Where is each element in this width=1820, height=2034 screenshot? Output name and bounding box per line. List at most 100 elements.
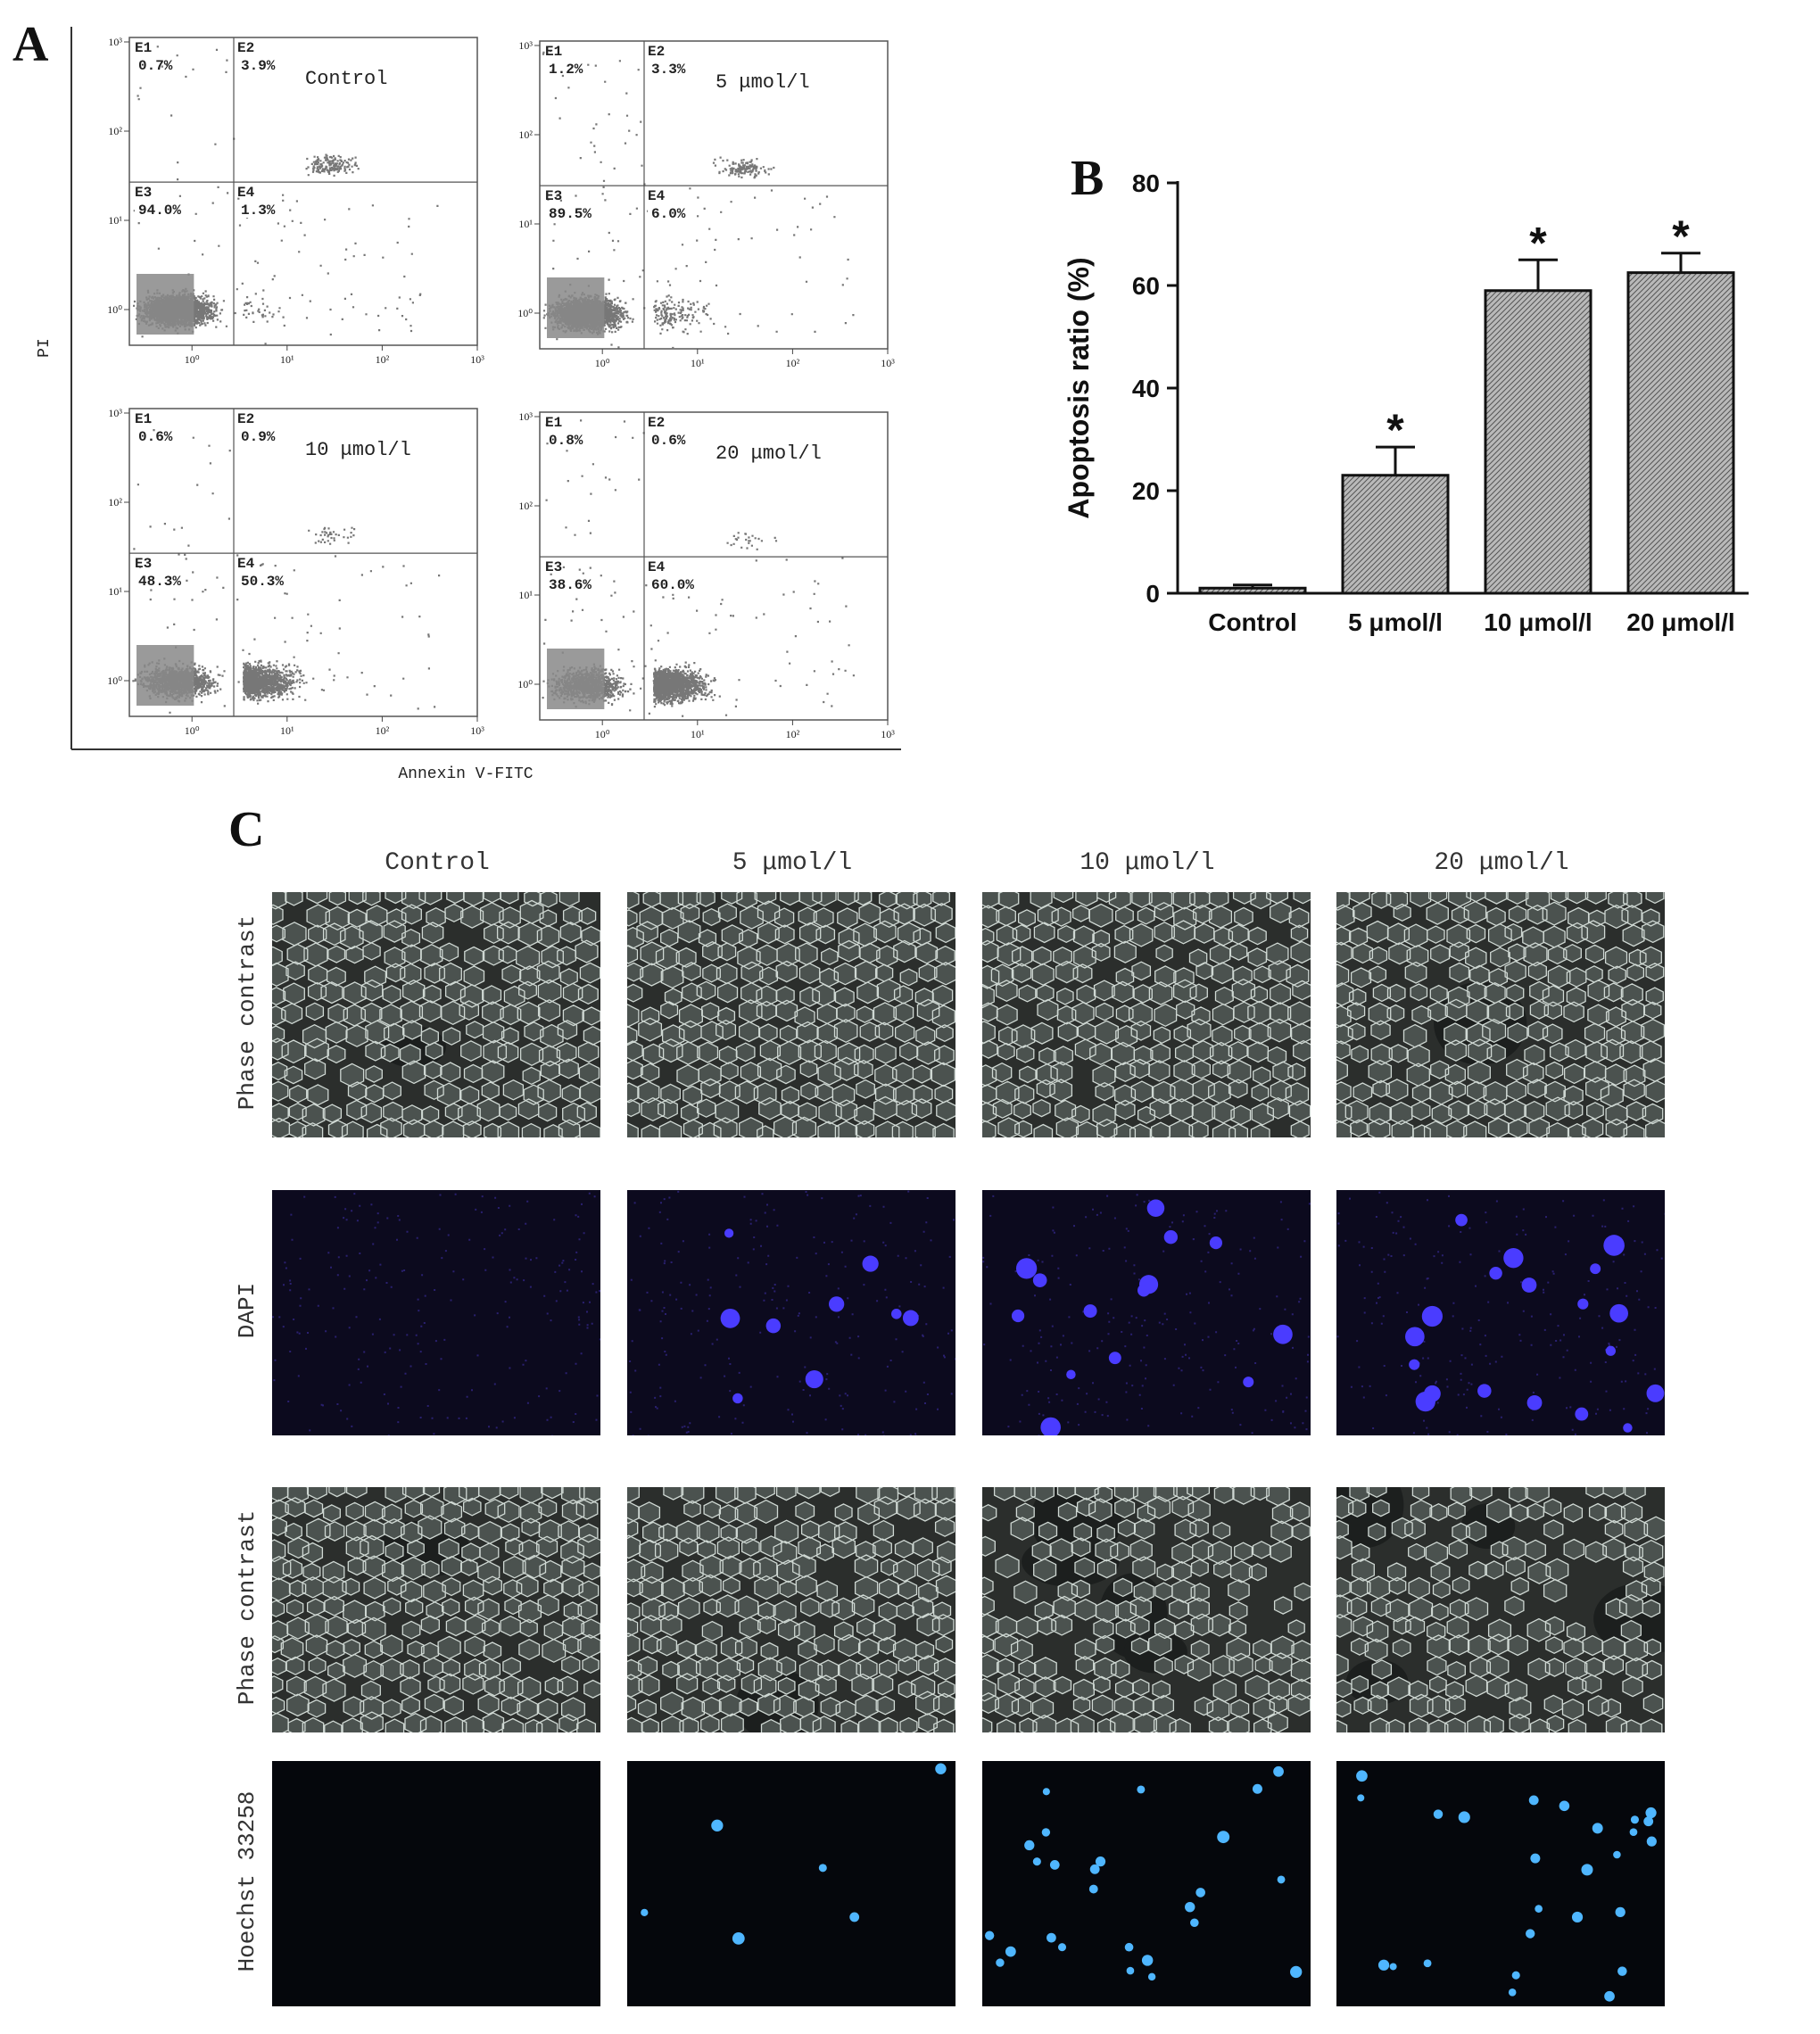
stained-nucleus — [862, 1255, 879, 1272]
quadrant-value-e3: 89.5% — [549, 206, 592, 222]
hoechst-image — [272, 1761, 600, 2006]
quadrant-name-e4: E4 — [237, 556, 255, 572]
micrograph — [982, 892, 1311, 1137]
y-tick-label: 10² — [518, 128, 533, 141]
phase-image — [272, 1487, 600, 1732]
stained-nucleus — [1623, 1423, 1633, 1433]
hoechst-image — [982, 1761, 1311, 2006]
micrograph — [1336, 1190, 1665, 1435]
quadrant-name-e3: E3 — [545, 559, 562, 575]
quadrant-name-e4: E4 — [648, 188, 666, 204]
stained-nucleus — [720, 1308, 740, 1328]
micrograph — [627, 1190, 956, 1435]
x-tick-label: 10¹ — [691, 728, 705, 740]
row-label: Phase contrast — [234, 1509, 261, 1706]
stained-nucleus — [1508, 1989, 1517, 1997]
stained-nucleus — [1609, 1303, 1628, 1323]
stained-nucleus — [1146, 1199, 1165, 1217]
y-tick-label: 10¹ — [518, 589, 533, 601]
quadrant-name-e2: E2 — [237, 411, 254, 427]
flow-plot-3: E1 0.6% E2 0.9% E3 48.3% E4 50.3% 10 μmol/l 10⁰ 10… — [107, 407, 484, 737]
micrograph — [1336, 892, 1665, 1137]
stained-nucleus — [1243, 1377, 1254, 1388]
stained-nucleus — [1477, 1384, 1492, 1398]
phase-image — [1336, 892, 1665, 1137]
quadrant-value-e4: 1.3% — [241, 203, 276, 219]
x-tick-label: 10³ — [881, 357, 895, 369]
y-tick-label: 10³ — [518, 410, 533, 423]
hoechst-image — [627, 1761, 956, 2006]
quadrant-name-e3: E3 — [545, 188, 562, 204]
stained-nucleus — [1356, 1770, 1368, 1782]
stained-nucleus — [1046, 1932, 1056, 1943]
y-tick-label: 10⁰ — [517, 307, 533, 319]
quadrant-name-e1: E1 — [545, 44, 562, 60]
quadrant-name-e2: E2 — [237, 40, 254, 56]
stained-nucleus — [1066, 1369, 1076, 1380]
stained-nucleus — [1592, 1823, 1603, 1834]
y-tick-label: 10⁰ — [107, 674, 122, 687]
stained-nucleus — [1147, 1972, 1156, 1981]
stained-nucleus — [805, 1369, 823, 1389]
x-tick-label: 10 μmol/l — [1484, 608, 1592, 636]
bar-2 — [1341, 474, 1450, 595]
stained-nucleus — [1503, 1247, 1524, 1269]
cells — [272, 1487, 600, 1732]
stained-nucleus — [765, 1318, 782, 1334]
stained-nucleus — [1604, 1990, 1615, 2002]
stained-nucleus — [1646, 1384, 1665, 1402]
stained-nucleus — [1011, 1309, 1025, 1323]
x-tick-label: 10⁰ — [185, 724, 200, 737]
dense-region — [547, 277, 605, 338]
micrograph — [982, 1190, 1311, 1435]
column-header: Control — [385, 849, 490, 877]
dapi-image — [627, 1190, 956, 1435]
phase-image — [982, 1487, 1311, 1732]
quadrant-value-e4: 6.0% — [651, 206, 686, 222]
x-tick-label: 10¹ — [280, 724, 294, 737]
y-tick-label: 80 — [1132, 170, 1160, 197]
stained-nucleus — [1613, 1850, 1621, 1859]
dense-region — [547, 649, 605, 709]
y-tick-label: 10¹ — [108, 214, 122, 227]
row-label: Hoechst 33258 — [234, 1790, 261, 1972]
condition-label: 5 μmol/l — [716, 71, 810, 94]
dense-region — [136, 645, 194, 706]
label-bg — [648, 576, 694, 593]
stained-nucleus — [829, 1296, 845, 1312]
cells — [627, 892, 956, 1137]
flow-cytometry-panel: PI Annexin V-FITC E1 0.7% E2 3.9% E3 94.0% E4 1.3… — [36, 27, 901, 783]
x-tick-label: 10³ — [470, 724, 484, 737]
stained-nucleus — [1575, 1407, 1589, 1421]
micrograph — [272, 1487, 600, 1732]
x-tick-label: 10² — [786, 357, 800, 369]
y-tick-label: 10³ — [518, 39, 533, 52]
quadrant-value-e1: 0.8% — [549, 433, 583, 449]
label-bg — [237, 573, 284, 590]
stained-nucleus — [1290, 1965, 1303, 1979]
stained-nucleus — [1163, 1230, 1179, 1244]
x-tick-label: 10² — [376, 353, 390, 366]
cells — [1336, 1487, 1665, 1732]
bar-3 — [1484, 289, 1592, 595]
stained-nucleus — [1646, 1836, 1657, 1847]
micrograph — [627, 1761, 956, 2006]
stained-nucleus — [1088, 1884, 1098, 1894]
stained-nucleus — [1511, 1971, 1520, 1980]
stained-nucleus — [1455, 1213, 1468, 1227]
stained-nucleus — [1489, 1266, 1502, 1280]
stained-nucleus — [984, 1931, 995, 1940]
stained-nucleus — [1630, 1815, 1639, 1824]
stained-nucleus — [1424, 1385, 1441, 1402]
quadrant-value-e3: 94.0% — [138, 203, 181, 219]
stained-nucleus — [1521, 1277, 1537, 1293]
x-tick-label: 10⁰ — [595, 357, 610, 369]
label-bg — [545, 205, 592, 222]
stained-nucleus — [935, 1763, 947, 1774]
stained-nucleus — [1433, 1809, 1444, 1819]
label-bg — [648, 205, 694, 222]
background — [627, 1761, 956, 2006]
y-tick-label: 10¹ — [518, 218, 533, 230]
stained-nucleus — [1126, 1966, 1135, 1975]
stained-nucleus — [1643, 1816, 1654, 1827]
